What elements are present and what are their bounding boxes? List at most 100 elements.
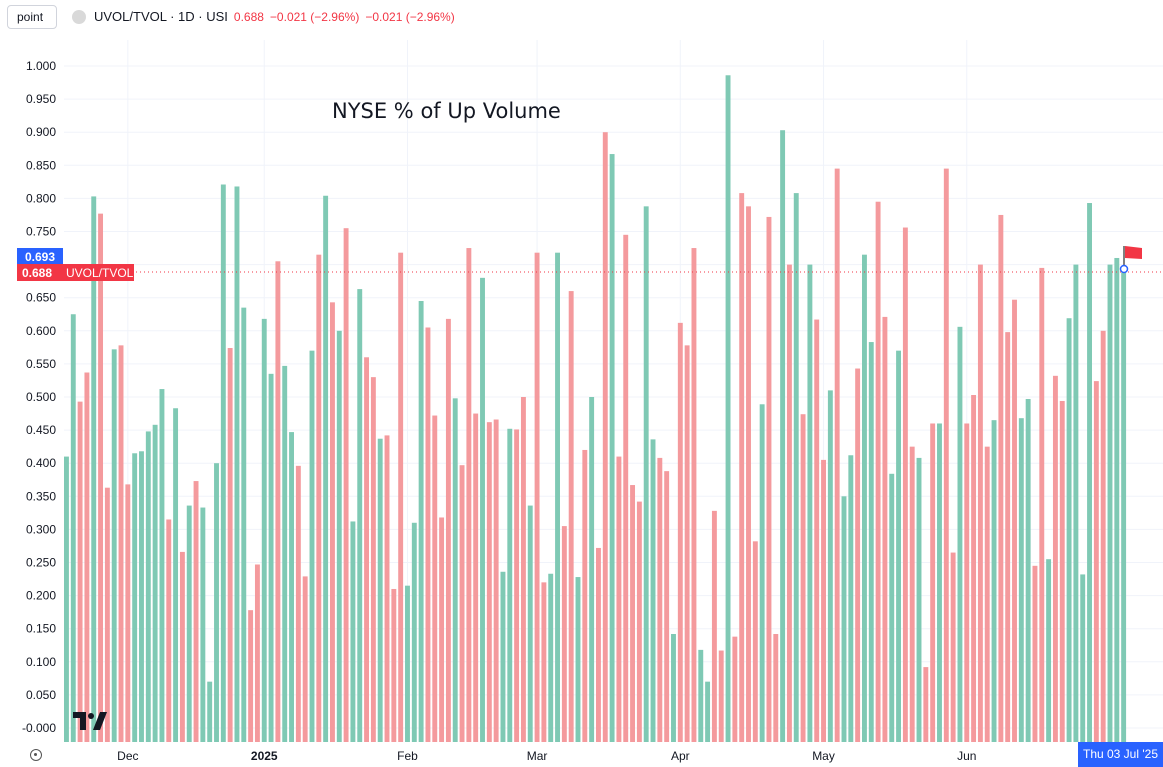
bar-down bbox=[398, 252, 404, 742]
bar-down bbox=[295, 465, 301, 742]
price-tag-red: 0.688 UVOL/TVOL bbox=[17, 264, 134, 281]
bar-down bbox=[534, 252, 540, 742]
top-bar: point UVOL/TVOL · 1D · USI 0.688 −0.021 (−… bbox=[0, 0, 1163, 34]
bar-up bbox=[91, 196, 97, 742]
bar-down bbox=[902, 227, 908, 742]
settings-icon[interactable] bbox=[30, 749, 42, 761]
bar-down bbox=[473, 413, 479, 742]
bar-up bbox=[643, 206, 649, 743]
bar-down bbox=[445, 318, 451, 742]
bar-down bbox=[227, 348, 233, 742]
bar-down bbox=[384, 435, 390, 742]
crosshair-date-tag: Thu 03 Jul '25 bbox=[1078, 742, 1163, 767]
bar-down bbox=[493, 419, 499, 742]
bar-up bbox=[139, 451, 144, 742]
bar-down bbox=[657, 457, 663, 742]
bar-down bbox=[998, 214, 1004, 742]
bar-down bbox=[104, 487, 110, 742]
bar-up bbox=[336, 330, 342, 742]
y-tick-label: 0.100 bbox=[26, 655, 56, 669]
bar-up bbox=[807, 264, 813, 742]
bar-down bbox=[814, 319, 820, 742]
bar-down bbox=[193, 481, 199, 742]
bar-up bbox=[357, 289, 363, 742]
bar-up bbox=[1080, 574, 1086, 742]
bar-up bbox=[418, 301, 424, 742]
bar-down bbox=[596, 547, 601, 742]
point-mode-button[interactable]: point bbox=[7, 5, 57, 29]
y-tick-label: 0.450 bbox=[26, 423, 56, 437]
bar-up bbox=[991, 420, 997, 742]
bar-up bbox=[725, 75, 731, 742]
bar-up bbox=[896, 350, 902, 742]
y-tick-label: 0.400 bbox=[26, 456, 56, 470]
symbol-legend: UVOL/TVOL · 1D · USI 0.688 −0.021 (−2.96%)… bbox=[94, 9, 455, 24]
bar-up bbox=[507, 428, 513, 742]
bar-up bbox=[1046, 559, 1052, 742]
bar-down bbox=[364, 357, 370, 742]
bar-down bbox=[370, 377, 376, 742]
bar-up bbox=[289, 432, 294, 742]
bar-down bbox=[439, 517, 445, 742]
y-tick-label: 0.150 bbox=[26, 622, 56, 636]
bar-up bbox=[64, 456, 69, 742]
y-tick-label: -0.000 bbox=[22, 721, 56, 735]
bar-down bbox=[118, 345, 124, 742]
flag-icon[interactable] bbox=[1119, 246, 1143, 274]
bar-up bbox=[411, 522, 417, 742]
bar-up bbox=[480, 277, 485, 742]
bar-up bbox=[793, 193, 799, 743]
bar-down bbox=[630, 485, 636, 742]
bar-up bbox=[1114, 257, 1120, 742]
x-tick-label: Jun bbox=[957, 749, 976, 763]
bar-up bbox=[589, 397, 595, 742]
bar-down bbox=[568, 291, 574, 742]
y-tick-label: 0.500 bbox=[26, 390, 56, 404]
bar-down bbox=[875, 201, 881, 742]
bar-down bbox=[316, 254, 322, 743]
bar-down bbox=[520, 397, 526, 742]
bar-down bbox=[616, 456, 622, 742]
y-tick-label: 0.300 bbox=[26, 522, 56, 536]
y-tick-label: 0.250 bbox=[26, 556, 56, 570]
y-tick-label: 0.200 bbox=[26, 589, 56, 603]
bar-down bbox=[964, 423, 970, 742]
symbol-name[interactable]: UVOL/TVOL · 1D · USI bbox=[94, 9, 228, 24]
bar-down bbox=[77, 401, 83, 742]
bar-up bbox=[132, 453, 138, 742]
x-tick-label: Dec bbox=[117, 749, 138, 763]
bar-down bbox=[602, 132, 608, 742]
bar-up bbox=[1121, 272, 1127, 742]
x-tick-label: Mar bbox=[527, 749, 548, 763]
bar-down bbox=[821, 459, 826, 742]
bar-up bbox=[200, 507, 206, 742]
bar-down bbox=[248, 610, 254, 742]
bar-up bbox=[1073, 264, 1079, 742]
last-value: 0.688 bbox=[233, 10, 264, 24]
bar-up bbox=[145, 431, 151, 742]
tradingview-logo bbox=[73, 712, 107, 730]
bar-up bbox=[159, 389, 165, 742]
bar-down bbox=[909, 446, 915, 742]
bar-up bbox=[868, 342, 874, 742]
bar-series bbox=[64, 75, 1127, 743]
bar-up bbox=[207, 681, 213, 742]
chart-title: NYSE % of Up Volume bbox=[332, 99, 561, 123]
bar-up bbox=[220, 184, 226, 742]
bar-down bbox=[923, 667, 929, 742]
bar-up bbox=[1025, 398, 1031, 742]
bar-down bbox=[636, 501, 642, 742]
bar-down bbox=[950, 552, 956, 742]
bar-down bbox=[1100, 330, 1106, 742]
bar-up bbox=[1018, 418, 1024, 742]
bar-down bbox=[746, 206, 751, 743]
bar-down bbox=[486, 422, 492, 742]
bar-down bbox=[84, 372, 90, 742]
bar-down bbox=[330, 302, 335, 742]
bar-down bbox=[302, 576, 308, 742]
bar-up bbox=[452, 398, 458, 742]
bar-down bbox=[1032, 565, 1038, 742]
bar-up bbox=[1107, 264, 1113, 742]
bar-up bbox=[698, 649, 704, 742]
